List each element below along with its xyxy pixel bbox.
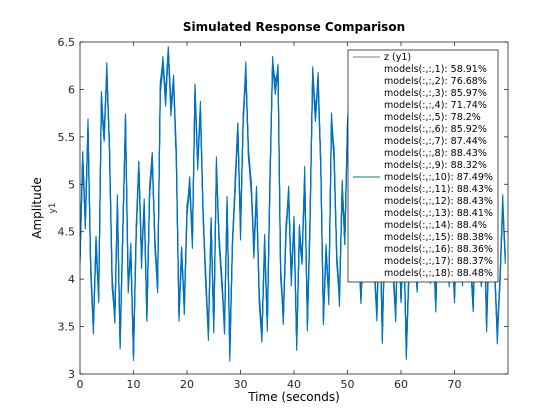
y-tick-label: 4.5: [58, 226, 76, 239]
legend-entry: models(:,:,17): 88.37%: [384, 256, 493, 267]
legend-entry: models(:,:,8): 88.43%: [384, 148, 487, 159]
y-axis-label: Amplitude: [30, 177, 44, 239]
y-tick-label: 5: [68, 178, 75, 191]
legend-entry: models(:,:,14): 88.4%: [384, 220, 487, 231]
x-axis-label: Time (seconds): [247, 390, 340, 404]
x-tick-label: 10: [127, 378, 141, 391]
legend-box: [347, 49, 499, 283]
x-tick-label: 40: [287, 378, 301, 391]
legend-entry: models(:,:,18): 88.48%: [384, 268, 493, 279]
y-tick-label: 4: [68, 273, 75, 286]
legend-entry: models(:,:,6): 85.92%: [384, 124, 487, 135]
y-axis-ticks: 3 3.5 4 4.5 5 5.5 6 6.5: [58, 36, 508, 381]
legend-entry: models(:,:,9): 88.32%: [384, 160, 487, 171]
legend[interactable]: z (y1)models(:,:,1): 58.91%models(:,:,2)…: [347, 49, 499, 283]
legend-entry: models(:,:,7): 87.44%: [384, 136, 487, 147]
y-tick-label: 3.5: [58, 321, 76, 334]
x-tick-label: 30: [234, 378, 248, 391]
legend-entry: models(:,:,3): 85.97%: [384, 88, 487, 99]
legend-entry: models(:,:,10): 87.49%: [384, 172, 493, 183]
legend-entry: models(:,:,15): 88.38%: [384, 232, 493, 243]
y-tick-label: 6.5: [58, 36, 76, 49]
x-tick-label: 50: [341, 378, 355, 391]
y-tick-label: 6: [68, 83, 75, 96]
y-tick-label: 3: [68, 368, 75, 381]
channel-label: y1: [48, 202, 58, 213]
legend-entry: models(:,:,2): 76.68%: [384, 76, 487, 87]
legend-entry: models(:,:,12): 88.43%: [384, 196, 493, 207]
x-axis-ticks: 0 10 20 30 40 50 60 70: [77, 42, 462, 391]
x-tick-label: 70: [448, 378, 462, 391]
x-tick-label: 60: [394, 378, 408, 391]
legend-entry: models(:,:,4): 71.74%: [384, 100, 487, 111]
x-tick-label: 0: [77, 378, 84, 391]
legend-entry: models(:,:,1): 58.91%: [384, 64, 487, 75]
chart-title: Simulated Response Comparison: [183, 20, 405, 34]
y-tick-label: 5.5: [58, 131, 76, 144]
legend-entry: models(:,:,13): 88.41%: [384, 208, 493, 219]
legend-entry: models(:,:,16): 88.36%: [384, 244, 493, 255]
legend-entry: models(:,:,5): 78.2%: [384, 112, 481, 123]
legend-entry: models(:,:,11): 88.43%: [384, 184, 493, 195]
x-tick-label: 20: [180, 378, 194, 391]
legend-entry: z (y1): [384, 52, 411, 63]
